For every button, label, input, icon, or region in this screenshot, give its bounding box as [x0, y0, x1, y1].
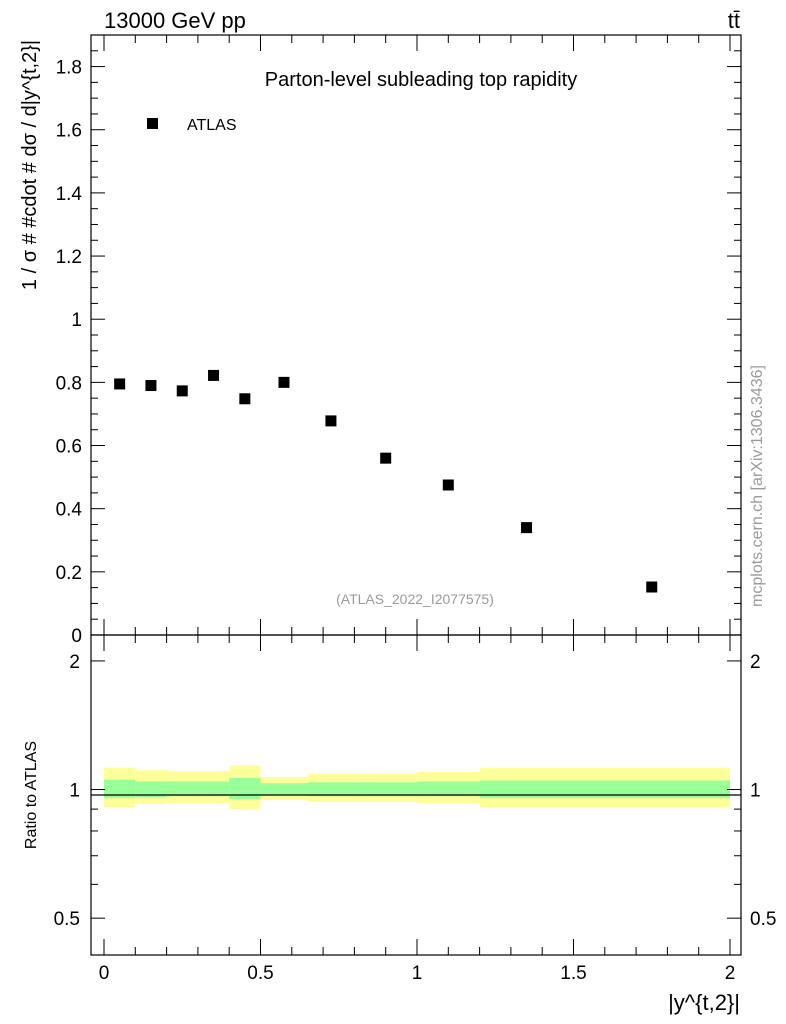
legend-label-atlas: ATLAS — [187, 117, 237, 134]
data-point — [176, 385, 188, 397]
uncertainty-band-inner — [307, 782, 355, 797]
x-axis-label: |y^{t,2}| — [668, 990, 740, 1015]
ratio-bands — [104, 765, 730, 810]
header-energy: 13000 GeV pp — [104, 8, 246, 33]
legend: ATLAS — [147, 117, 237, 134]
main-x-ticks — [103, 35, 731, 635]
header-process: tt̄ — [728, 8, 740, 33]
ratio-frame — [90, 634, 742, 956]
ratio-y-tick-label-right: 0.5 — [750, 909, 776, 930]
x-tick-label: 1.5 — [560, 963, 586, 984]
uncertainty-band-inner — [354, 782, 417, 797]
uncertainty-band-inner — [229, 777, 261, 800]
ratio-y-axis: 0.5 0.5 1 1 2 2 — [54, 652, 777, 930]
data-point — [442, 479, 454, 491]
uncertainty-band-inner — [166, 781, 198, 797]
uncertainty-band-inner — [417, 781, 480, 797]
ratio-panel: 0.5 0.5 1 1 2 2 0 0.5 1 1.5 2 Ratio to ATLAS |y^{… — [23, 634, 777, 1015]
main-y-tick-label: 1.8 — [56, 58, 82, 79]
main-y-tick-label: 1 — [71, 310, 82, 331]
x-tick-label: 0 — [99, 963, 110, 984]
main-y-tick-label: 0.6 — [56, 437, 82, 458]
ratio-y-tick-label: 1 — [69, 781, 80, 802]
analysis-watermark: (ATLAS_2022_I2077575) — [336, 591, 494, 607]
main-y-tick-label: 1.2 — [56, 247, 82, 268]
data-point — [239, 393, 251, 405]
uncertainty-band-inner — [260, 783, 308, 796]
data-point — [380, 452, 392, 464]
ratio-x-axis: 0 0.5 1 1.5 2 — [99, 635, 736, 984]
ratio-y-tick-label-right: 1 — [750, 781, 761, 802]
ratio-y-tick-label: 0.5 — [54, 909, 80, 930]
main-y-tick-label: 0.2 — [56, 563, 82, 584]
uncertainty-band-inner — [135, 781, 167, 798]
main-y-tick-label: 0.8 — [56, 373, 82, 394]
main-y-tick-label: 1.6 — [56, 121, 82, 142]
ratio-y-tick-label: 2 — [69, 652, 80, 673]
uncertainty-band-inner — [104, 779, 136, 799]
data-point — [278, 376, 290, 388]
x-tick-label: 2 — [725, 963, 736, 984]
uncertainty-band-inner — [479, 780, 574, 799]
main-y-label: 1 / σ # #cdot # dσ / d|y^{t,2}| — [19, 40, 41, 290]
legend-marker-atlas — [147, 118, 158, 129]
data-point — [325, 415, 337, 427]
data-point — [208, 369, 220, 381]
x-tick-label: 0.5 — [247, 963, 273, 984]
x-tick-label: 1 — [412, 963, 423, 984]
data-point — [145, 380, 157, 392]
main-y-tick-label: 1.4 — [56, 184, 83, 205]
data-point — [646, 581, 658, 593]
chart-title: Parton-level subleading top rapidity — [265, 69, 577, 91]
uncertainty-band-inner — [573, 780, 730, 799]
main-y-axis: 0 0.2 0.4 0.6 0.8 1 1.2 1.4 1.6 1.8 — [56, 34, 741, 647]
atlas-series — [114, 369, 658, 593]
uncertainty-band-inner — [197, 781, 230, 797]
data-point — [521, 522, 533, 534]
ratio-y-label: Ratio to ATLAS — [23, 741, 40, 849]
main-panel: 0 0.2 0.4 0.6 0.8 1 1.2 1.4 1.6 1.8 Parton-level … — [19, 34, 742, 647]
ratio-y-tick-label-right: 2 — [750, 652, 761, 673]
side-credit: mcplots.cern.ch [arXiv:1306.3436] — [749, 365, 766, 607]
data-point — [114, 378, 126, 390]
main-y-tick-label: 0.4 — [56, 500, 83, 521]
main-y-tick-label: 0 — [71, 626, 82, 647]
